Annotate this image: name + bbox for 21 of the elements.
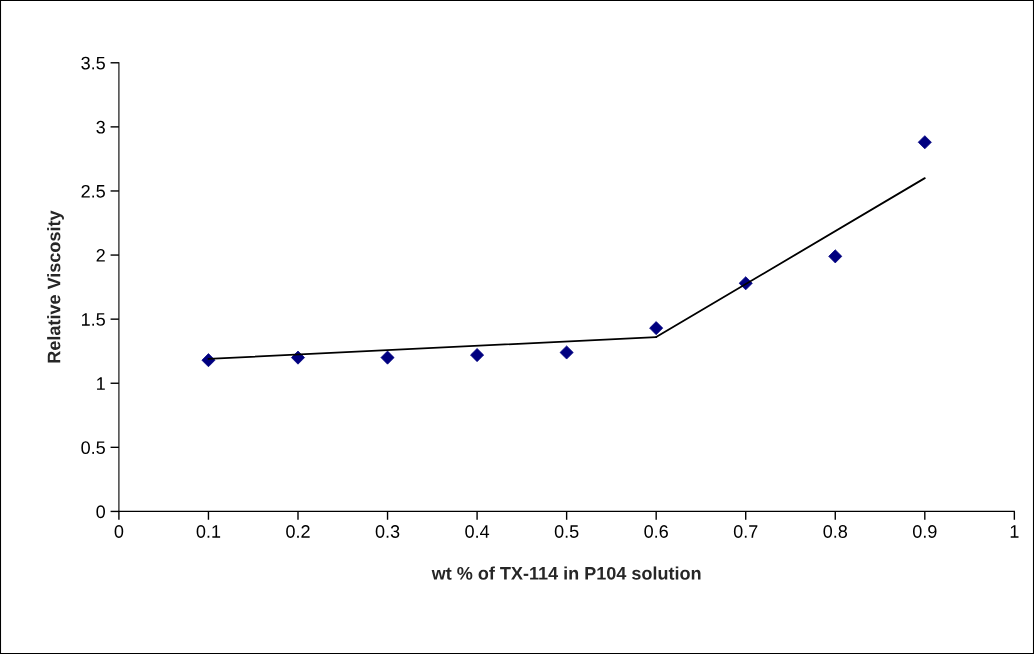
x-tick-label: 0.4 bbox=[465, 525, 490, 538]
y-tick-label: 1.5 bbox=[82, 313, 105, 326]
y-tick-label: 3.5 bbox=[81, 56, 105, 70]
y-tick-label: 3 bbox=[96, 120, 105, 134]
y-axis-title: Relative Viscosity bbox=[47, 210, 64, 363]
x-axis-title: wt % of TX-114 in P104 solution bbox=[431, 566, 701, 580]
y-tick-label: 0 bbox=[96, 505, 106, 519]
y-tick-label: 2 bbox=[96, 248, 105, 262]
y-tick-label: 2.5 bbox=[81, 184, 105, 198]
x-tick-label: 0.9 bbox=[912, 525, 937, 538]
x-tick-label: 1 bbox=[1010, 525, 1019, 538]
x-tick-label: 0.6 bbox=[644, 525, 668, 538]
x-tick-label: 0.3 bbox=[375, 525, 400, 538]
x-tick-label: 0.5 bbox=[554, 525, 579, 538]
x-tick-label: 0.1 bbox=[196, 525, 221, 538]
y-tick-label: 0.5 bbox=[81, 441, 105, 455]
x-tick-label: 0.7 bbox=[733, 525, 758, 538]
y-tick-label: 1 bbox=[97, 377, 105, 390]
x-tick-label: 0.2 bbox=[286, 525, 310, 538]
x-tick-label: 0 bbox=[114, 525, 124, 538]
x-tick-label: 0.8 bbox=[823, 525, 848, 538]
